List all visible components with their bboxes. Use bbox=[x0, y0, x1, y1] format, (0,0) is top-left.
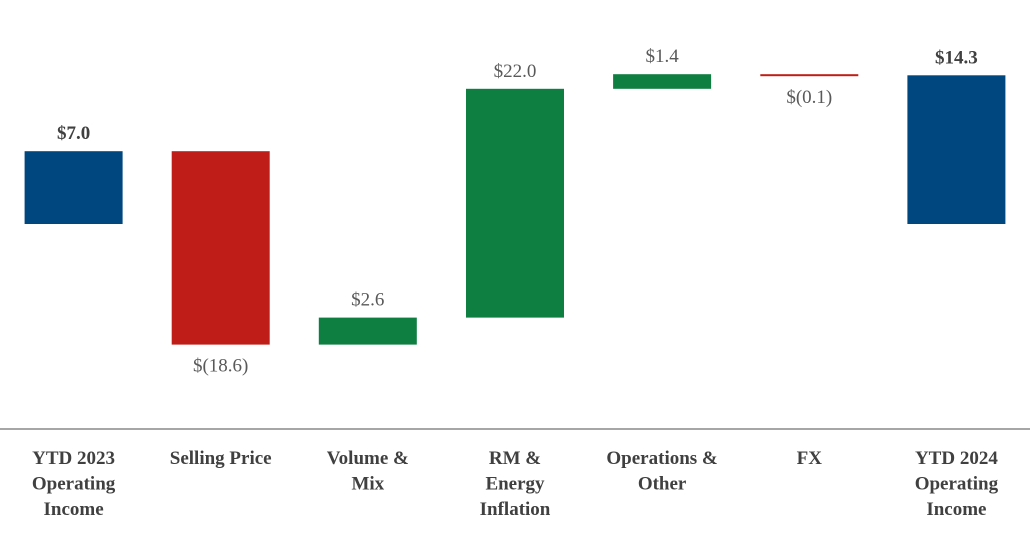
bar-5 bbox=[760, 74, 859, 77]
value-label-1: $(18.6) bbox=[193, 356, 248, 377]
category-label-0-line-2: Income bbox=[44, 499, 104, 520]
category-label-4-line-1: Other bbox=[638, 474, 687, 495]
category-label-5-line-0: FX bbox=[797, 448, 823, 469]
category-label-1-line-0: Selling Price bbox=[170, 448, 272, 469]
category-label-5: FX bbox=[797, 448, 823, 469]
bar-3 bbox=[466, 88, 564, 318]
category-label-0-line-0: YTD 2023 bbox=[32, 448, 115, 469]
category-labels-group: YTD 2023 Operating Income Selling Price Volu… bbox=[32, 448, 999, 520]
category-label-3-line-1: Energy bbox=[485, 474, 545, 495]
value-label-4: $1.4 bbox=[645, 46, 679, 67]
category-label-3-line-2: Inflation bbox=[480, 499, 551, 520]
value-label-6: $14.3 bbox=[935, 47, 978, 68]
category-label-3: RM & Energy Inflation bbox=[480, 448, 551, 520]
category-label-1: Selling Price bbox=[170, 448, 272, 469]
bar-6 bbox=[907, 75, 1006, 224]
bar-4 bbox=[613, 74, 712, 89]
category-label-6: YTD 2024 Operating Income bbox=[915, 448, 999, 520]
value-labels-group: $7.0 $(18.6) $2.6 $22.0 $1.4 $(0.1) $14.3 bbox=[57, 46, 978, 376]
category-label-4: Operations & Other bbox=[606, 448, 717, 495]
category-label-2: Volume & Mix bbox=[327, 448, 409, 495]
category-label-6-line-1: Operating bbox=[915, 474, 999, 495]
category-label-2-line-1: Mix bbox=[351, 474, 384, 495]
category-label-3-line-0: RM & bbox=[489, 448, 541, 469]
value-label-0: $7.0 bbox=[57, 123, 90, 144]
bar-1 bbox=[171, 151, 270, 345]
bar-2 bbox=[318, 317, 417, 345]
value-label-5: $(0.1) bbox=[786, 87, 832, 108]
bar-0 bbox=[24, 151, 123, 224]
category-label-2-line-0: Volume & bbox=[327, 448, 409, 469]
category-label-0-line-1: Operating bbox=[32, 474, 116, 495]
category-label-6-line-2: Income bbox=[926, 499, 986, 520]
value-label-3: $22.0 bbox=[494, 61, 537, 82]
bars-group bbox=[24, 74, 1006, 345]
category-label-4-line-0: Operations & bbox=[606, 448, 717, 469]
category-label-6-line-0: YTD 2024 bbox=[915, 448, 998, 469]
category-label-0: YTD 2023 Operating Income bbox=[32, 448, 116, 520]
value-label-2: $2.6 bbox=[351, 290, 384, 311]
